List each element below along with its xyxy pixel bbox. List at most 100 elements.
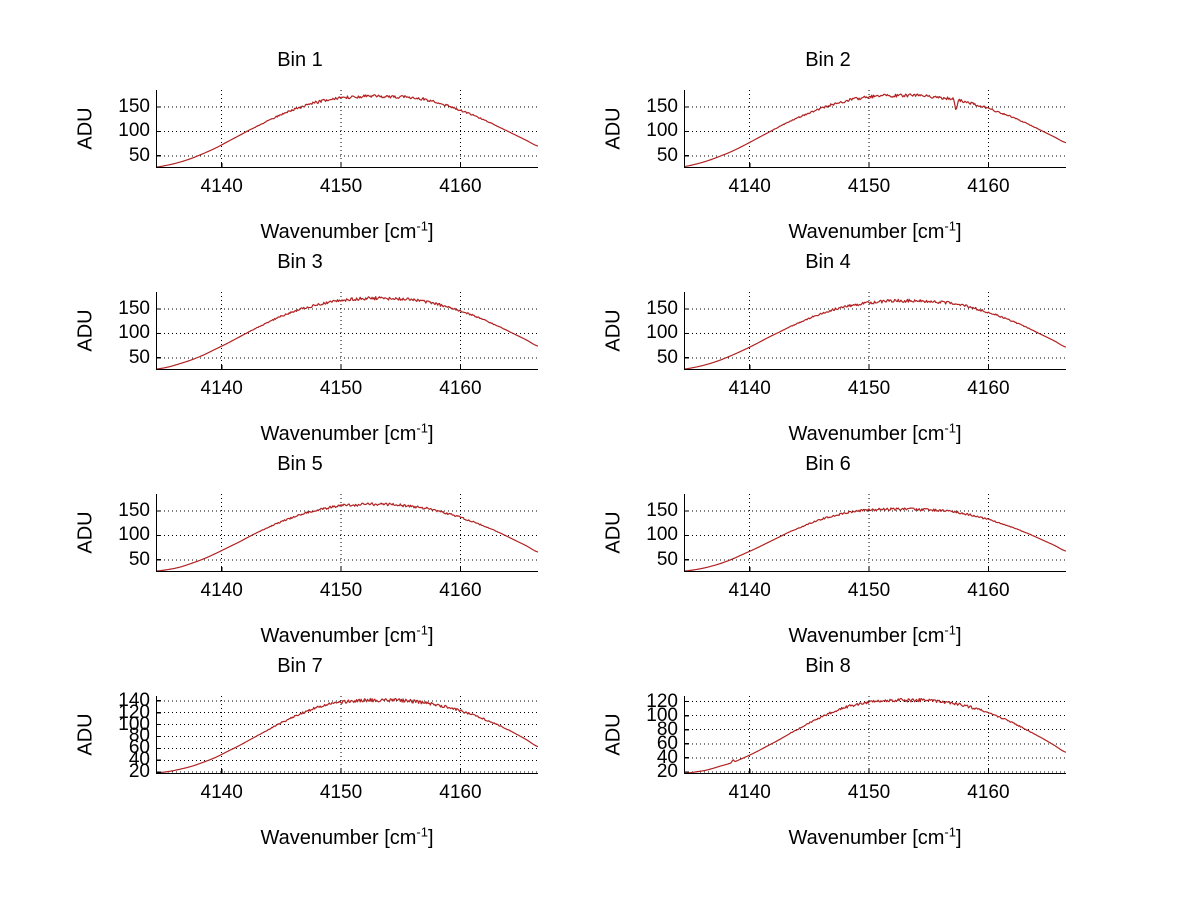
- x-tick-label: 4160: [967, 378, 1010, 399]
- y-tick-label: 150: [118, 500, 150, 522]
- x-tick-label: 4160: [439, 176, 482, 197]
- x-tick-label: 4150: [847, 378, 891, 399]
- x-axis-label-bin-2: Wavenumber [cm-1]: [684, 218, 1066, 244]
- y-tick-label: 40: [656, 746, 678, 768]
- data-line-bin-8: [684, 697, 1066, 774]
- x-tick-label: 4140: [728, 176, 771, 197]
- x-axis-label-exponent: -1: [944, 420, 956, 436]
- x-tick-label: 4140: [728, 782, 771, 803]
- x-axis-label-bracket: ]: [955, 827, 962, 849]
- y-tick-label: 100: [118, 524, 150, 546]
- y-tick-label: 100: [646, 524, 678, 546]
- x-axis-label-exponent: -1: [944, 622, 956, 638]
- panel-title-bin-5: Bin 5: [277, 453, 323, 475]
- y-tick-label: 80: [128, 725, 150, 747]
- plot-panel-bin-7: Bin 7 ADU Wavenumber [cm-1] 20 40 60 80 100 120 1…: [0, 654, 600, 856]
- x-axis-label-text: Wavenumber [cm: [788, 827, 945, 849]
- x-tick-label: 4160: [967, 580, 1010, 601]
- axes-bin-4: [684, 292, 1066, 370]
- x-tick-label: 4150: [319, 176, 363, 197]
- y-tick-label: 150: [646, 96, 678, 118]
- y-tick-label: 120: [646, 690, 678, 712]
- data-line-bin-2: [684, 93, 1066, 168]
- data-line-bin-5: [156, 502, 538, 572]
- x-tick-label: 4150: [847, 176, 891, 197]
- plot-panel-bin-4: Bin 4 ADU Wavenumber [cm-1] 50 100 150 4140 415…: [528, 250, 1128, 452]
- x-axis-label-text: Wavenumber [cm: [788, 423, 945, 445]
- x-axis-label-exponent: -1: [416, 420, 428, 436]
- x-axis-label-text: Wavenumber [cm: [260, 423, 417, 445]
- plot-panel-bin-6: Bin 6 ADU Wavenumber [cm-1] 50 100 150 4140 415…: [528, 452, 1128, 654]
- y-tick-label: 100: [646, 704, 678, 726]
- y-tick-label: 100: [646, 120, 678, 142]
- y-tick-label: 150: [646, 298, 678, 320]
- y-tick-label: 50: [128, 346, 150, 368]
- x-tick-label: 4140: [728, 580, 771, 601]
- y-tick-label: 150: [118, 298, 150, 320]
- x-axis-label-exponent: -1: [416, 824, 428, 840]
- y-tick-label: 100: [118, 322, 150, 344]
- plot-panel-bin-5: Bin 5 ADU Wavenumber [cm-1] 50 100 150 4140 415…: [0, 452, 600, 654]
- x-axis-label-text: Wavenumber [cm: [788, 625, 945, 647]
- data-line-bin-4: [684, 298, 1066, 370]
- axes-bin-7: [156, 696, 538, 774]
- y-tick-label: 100: [118, 120, 150, 142]
- x-tick-label: 4150: [847, 782, 891, 803]
- x-axis-label-bracket: ]: [955, 625, 962, 647]
- x-axis-label-bracket: ]: [427, 625, 434, 647]
- panel-title-bin-2: Bin 2: [805, 49, 851, 71]
- x-axis-label-bin-6: Wavenumber [cm-1]: [684, 622, 1066, 648]
- plot-panel-bin-1: Bin 1 ADU Wavenumber [cm-1] 50 100 150 4140 415…: [0, 48, 600, 250]
- y-tick-label: 50: [656, 346, 678, 368]
- x-axis-label-text: Wavenumber [cm: [260, 827, 417, 849]
- x-axis-label-exponent: -1: [416, 622, 428, 638]
- axes-bin-6: [684, 494, 1066, 572]
- x-tick-label: 4150: [319, 580, 363, 601]
- x-axis-label-bin-8: Wavenumber [cm-1]: [684, 824, 1066, 850]
- x-axis-label-bin-5: Wavenumber [cm-1]: [156, 622, 538, 648]
- x-tick-label: 4150: [319, 378, 363, 399]
- y-tick-label: 40: [128, 749, 150, 771]
- y-tick-label: 50: [656, 548, 678, 570]
- x-tick-label: 4160: [439, 378, 482, 399]
- x-tick-label: 4160: [439, 782, 482, 803]
- axes-bin-1: [156, 90, 538, 168]
- axes-bin-3: [156, 292, 538, 370]
- x-axis-label-bin-3: Wavenumber [cm-1]: [156, 420, 538, 446]
- y-tick-label: 50: [656, 144, 678, 166]
- data-line-bin-7: [156, 697, 538, 774]
- y-tick-label: 80: [656, 718, 678, 740]
- x-axis-label-text: Wavenumber [cm: [260, 625, 417, 647]
- x-axis-label-bracket: ]: [955, 423, 962, 445]
- y-tick-label: 100: [646, 322, 678, 344]
- x-axis-label-text: Wavenumber [cm: [260, 221, 417, 243]
- y-tick-label: 20: [128, 761, 150, 783]
- x-tick-label: 4140: [200, 378, 243, 399]
- panel-title-bin-4: Bin 4: [805, 251, 851, 273]
- x-axis-label-bracket: ]: [427, 423, 434, 445]
- panel-title-bin-8: Bin 8: [805, 655, 851, 677]
- x-axis-label-text: Wavenumber [cm: [788, 221, 945, 243]
- x-tick-label: 4140: [200, 580, 243, 601]
- y-tick-label: 120: [118, 701, 150, 723]
- x-tick-label: 4140: [728, 378, 771, 399]
- x-axis-label-exponent: -1: [944, 218, 956, 234]
- x-axis-label-bracket: ]: [427, 221, 434, 243]
- y-tick-label: 150: [118, 96, 150, 118]
- x-tick-label: 4150: [319, 782, 363, 803]
- x-axis-label-bracket: ]: [955, 221, 962, 243]
- y-tick-label: 100: [118, 713, 150, 735]
- x-axis-label-exponent: -1: [944, 824, 956, 840]
- y-tick-label: 50: [128, 144, 150, 166]
- x-axis-label-bin-7: Wavenumber [cm-1]: [156, 824, 538, 850]
- x-tick-label: 4140: [200, 176, 243, 197]
- y-tick-label: 60: [128, 737, 150, 759]
- x-tick-label: 4160: [967, 782, 1010, 803]
- x-tick-label: 4160: [967, 176, 1010, 197]
- y-tick-label: 150: [646, 500, 678, 522]
- axes-bin-5: [156, 494, 538, 572]
- data-line-bin-6: [684, 507, 1066, 572]
- y-tick-label: 60: [656, 732, 678, 754]
- y-tick-label: 20: [656, 760, 678, 782]
